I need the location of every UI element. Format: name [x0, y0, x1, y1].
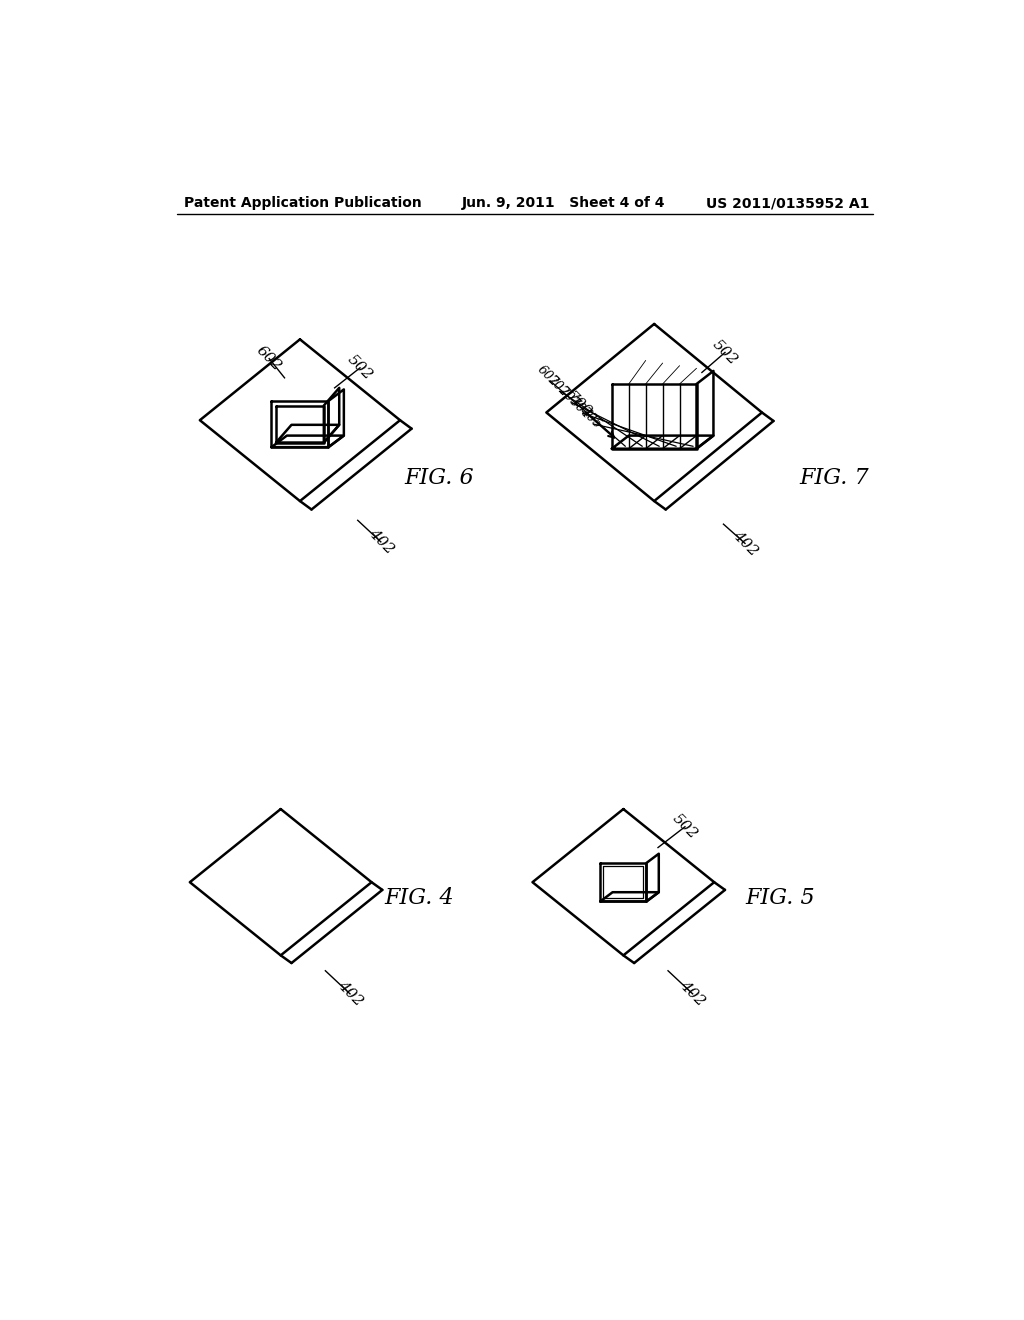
Text: 402: 402	[335, 978, 366, 1010]
Text: 703: 703	[556, 385, 582, 411]
Text: 702: 702	[545, 374, 571, 400]
Text: 704: 704	[566, 396, 593, 421]
Text: FIG. 6: FIG. 6	[403, 467, 473, 488]
Text: 705: 705	[578, 407, 603, 433]
Text: 402: 402	[366, 527, 396, 557]
Text: 502: 502	[345, 352, 376, 383]
Text: Jun. 9, 2011   Sheet 4 of 4: Jun. 9, 2011 Sheet 4 of 4	[462, 197, 666, 210]
Text: FIG. 4: FIG. 4	[385, 887, 455, 908]
Text: 602: 602	[254, 343, 285, 374]
Text: 602: 602	[535, 363, 560, 389]
Text: 402: 402	[677, 978, 708, 1010]
Text: 402: 402	[730, 528, 760, 558]
Text: US 2011/0135952 A1: US 2011/0135952 A1	[707, 197, 869, 210]
Text: Patent Application Publication: Patent Application Publication	[184, 197, 422, 210]
Text: FIG. 7: FIG. 7	[799, 467, 868, 488]
Text: 502: 502	[710, 337, 740, 368]
Text: FIG. 5: FIG. 5	[745, 887, 815, 908]
Text: 502: 502	[670, 812, 700, 842]
Text: 700: 700	[562, 389, 593, 420]
